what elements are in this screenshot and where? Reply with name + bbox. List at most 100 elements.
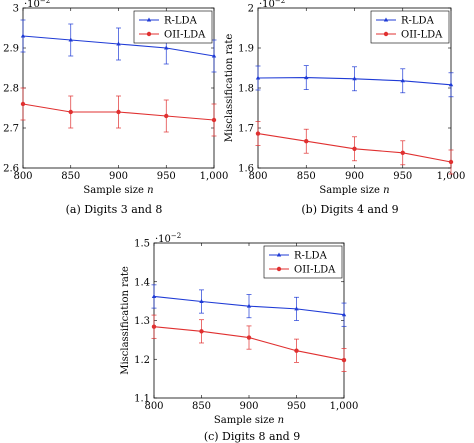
data-point bbox=[164, 45, 169, 50]
y-exponent: −2 bbox=[275, 0, 285, 5]
series-oii-lda bbox=[151, 314, 347, 372]
x-tick-label: 950 bbox=[157, 171, 176, 182]
x-tick-label: 950 bbox=[393, 171, 412, 182]
legend-box bbox=[370, 10, 450, 44]
legend-marker bbox=[383, 31, 389, 37]
y-tick-label: 3 bbox=[13, 4, 19, 15]
data-point bbox=[400, 150, 405, 155]
data-point bbox=[151, 324, 157, 329]
y-tick-label: 1.7 bbox=[238, 124, 254, 135]
panel-caption: (b) Digits 4 and 9 bbox=[301, 203, 398, 216]
legend-label: OII-LDA bbox=[401, 30, 443, 41]
legend-marker bbox=[276, 252, 282, 257]
series-r-lda bbox=[151, 284, 347, 327]
y-tick-label: 1.9 bbox=[238, 44, 254, 55]
data-point bbox=[68, 109, 73, 115]
x-tick-label: 900 bbox=[345, 171, 364, 182]
data-point bbox=[211, 53, 217, 58]
y-tick-label: 2.7 bbox=[3, 124, 19, 135]
data-point bbox=[341, 312, 347, 317]
x-tick-label: 1,000 bbox=[200, 171, 229, 182]
x-tick-label: 800 bbox=[248, 171, 267, 182]
x-axis-label-var: n bbox=[147, 185, 153, 196]
x-tick-label: 950 bbox=[287, 401, 306, 412]
data-point bbox=[199, 329, 204, 334]
legend-label: R-LDA bbox=[401, 16, 435, 27]
y-tick-label: 1.8 bbox=[238, 84, 254, 95]
legend-box bbox=[263, 245, 343, 279]
y-multiplier: ·10−2 bbox=[259, 0, 285, 10]
x-axis-label-text: Sample size bbox=[83, 185, 147, 196]
legend-label: R-LDA bbox=[164, 16, 198, 27]
x-axis-label-text: Sample size bbox=[214, 415, 278, 426]
y-multiplier: ·10−2 bbox=[24, 0, 50, 10]
x-tick-label: 850 bbox=[297, 171, 316, 182]
y-tick-label: 2.9 bbox=[3, 44, 19, 55]
legend-marker bbox=[276, 266, 282, 272]
data-point bbox=[304, 139, 309, 144]
legend: R-LDA OII-LDA bbox=[370, 10, 450, 44]
y-tick-label: 2.6 bbox=[3, 164, 19, 175]
data-point bbox=[211, 117, 217, 123]
chart-panel-1: 800 850 900 950 1,000 2.6 2.7 2.8 2.9 3 ·10−2 Sampl… bbox=[3, 0, 229, 216]
panel-caption: (c) Digits 8 and 9 bbox=[204, 430, 300, 443]
x-tick-label: 900 bbox=[239, 401, 258, 412]
x-axis-label-var: n bbox=[278, 415, 284, 426]
series-oii-lda bbox=[255, 121, 454, 175]
legend-label: OII-LDA bbox=[164, 30, 206, 41]
chart-panel-2: 800 850 900 950 1,000 1.6 1.7 1.8 1.9 2 ·10−2 Sampl… bbox=[224, 0, 465, 216]
legend: R-LDA OII-LDA bbox=[263, 245, 343, 279]
data-point bbox=[20, 101, 26, 107]
legend-marker bbox=[146, 31, 152, 37]
legend-label: OII-LDA bbox=[294, 265, 336, 276]
data-point bbox=[352, 146, 357, 151]
data-point bbox=[341, 357, 347, 363]
y-axis-label: Misclassification rate bbox=[224, 34, 235, 143]
data-point bbox=[255, 75, 261, 80]
data-point bbox=[246, 335, 252, 340]
y-axis-label: Misclassification rate bbox=[120, 266, 131, 375]
x-tick-label: 1,000 bbox=[330, 401, 359, 412]
x-tick-label: 850 bbox=[61, 171, 80, 182]
legend: R-LDA OII-LDA bbox=[133, 10, 213, 44]
data-point bbox=[116, 41, 121, 46]
data-point bbox=[164, 113, 169, 119]
y-tick-label: 1.1 bbox=[134, 394, 150, 405]
data-point bbox=[20, 33, 26, 38]
panel-caption: (a) Digits 3 and 8 bbox=[66, 203, 163, 216]
x-tick-label: 800 bbox=[13, 171, 32, 182]
y-tick-label: 1.6 bbox=[238, 164, 254, 175]
series-r-lda bbox=[255, 65, 454, 98]
data-point bbox=[352, 76, 357, 81]
legend-label: R-LDA bbox=[294, 251, 328, 262]
legend-marker bbox=[146, 17, 152, 22]
chart-panel-3: 800 850 900 950 1,0001.11.21.31.41.5·10−2Sam… bbox=[120, 232, 358, 443]
data-point bbox=[448, 82, 454, 87]
x-tick-label: 1,000 bbox=[437, 171, 466, 182]
data-point bbox=[400, 78, 405, 83]
y-tick-label: 2.8 bbox=[3, 84, 19, 95]
y-tick-label: 1.5 bbox=[134, 239, 150, 250]
y-tick-label: 2 bbox=[248, 4, 254, 15]
data-point bbox=[246, 303, 252, 308]
data-point bbox=[199, 299, 204, 304]
series-oii-lda bbox=[20, 87, 217, 137]
y-tick-label: 1.2 bbox=[134, 355, 150, 366]
y-tick-label: 1.3 bbox=[134, 316, 150, 327]
data-point bbox=[448, 159, 454, 165]
data-point bbox=[116, 109, 121, 115]
data-point bbox=[255, 131, 261, 136]
x-tick-label: 800 bbox=[144, 401, 163, 412]
x-axis-label: Sample size n bbox=[214, 415, 284, 426]
y-exponent: −2 bbox=[171, 232, 181, 240]
y-tick-label: 1.4 bbox=[134, 277, 150, 288]
data-point bbox=[151, 293, 157, 298]
data-point bbox=[304, 75, 309, 80]
data-point bbox=[68, 37, 73, 42]
legend-box bbox=[133, 10, 213, 44]
y-exponent: −2 bbox=[40, 0, 50, 5]
x-axis-label: Sample size n bbox=[319, 185, 389, 196]
x-axis-label: Sample size n bbox=[83, 185, 153, 196]
x-axis-label-text: Sample size bbox=[319, 185, 383, 196]
